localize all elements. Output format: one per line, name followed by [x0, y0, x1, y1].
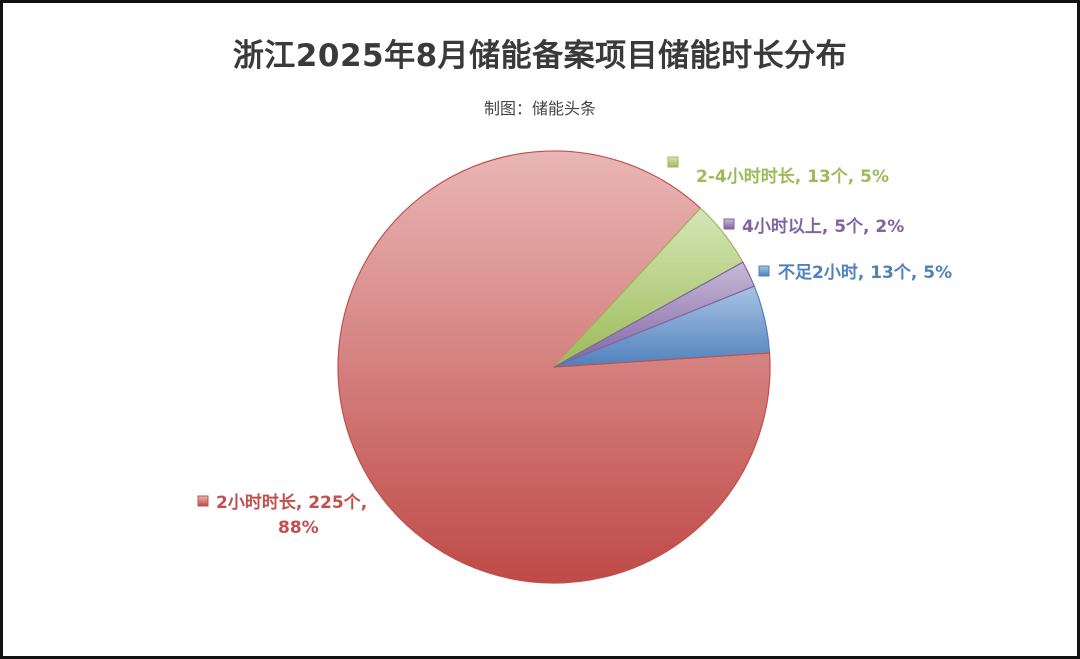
label-text-under-2h: 不足2小时, 13个, 5% [778, 262, 952, 283]
legend-marker-2-4h [667, 156, 679, 168]
chart-title: 浙江2025年8月储能备案项目储能时长分布 [232, 38, 848, 74]
label-text-over-4h: 4小时以上, 5个, 2% [742, 216, 904, 237]
data-label-over-4h: 4小时以上, 5个, 2% [723, 216, 904, 237]
legend-marker-over-4h [723, 218, 735, 230]
label-text-2h-line1: 2小时时长, 225个, [216, 492, 367, 513]
pie-slice-over-4h [553, 261, 756, 368]
legend-marker-2h [197, 495, 209, 507]
data-label-2-4h: 2-4小时时长, 13个, 5% [667, 156, 889, 187]
data-label-under-2h: 不足2小时, 13个, 5% [758, 262, 952, 283]
label-text-2-4h: 2-4小时时长, 13个, 5% [696, 166, 889, 187]
label-text-2h-line2: 88% [278, 518, 319, 538]
legend-marker-under-2h [758, 265, 770, 277]
data-label-2h: 2小时时长, 225个, 88% [197, 492, 367, 538]
chart-subtitle: 制图：储能头条 [483, 99, 596, 118]
